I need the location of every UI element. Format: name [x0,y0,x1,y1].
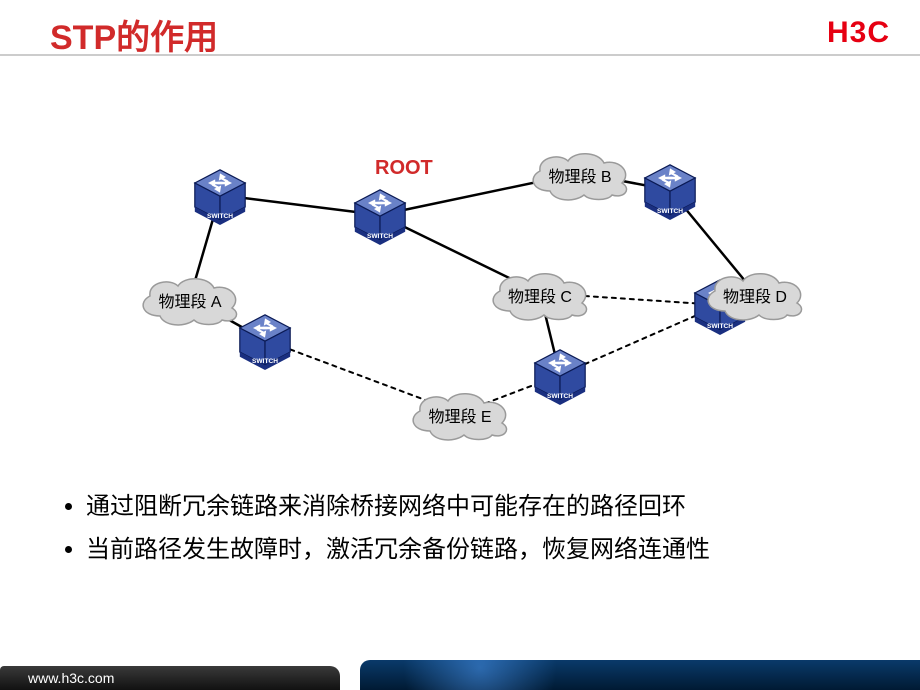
cloud-label: 物理段 E [400,403,520,427]
segment-cloud: 物理段 E [400,385,520,441]
bullet-list: 通过阻断冗余链路来消除桥接网络中可能存在的路径回环 当前路径发生故障时，激活冗余… [58,490,880,576]
svg-text:SWITCH: SWITCH [367,233,393,240]
bullet-item: 通过阻断冗余链路来消除桥接网络中可能存在的路径回环 [86,490,880,525]
switch-node: SWITCH [350,185,410,245]
cloud-label: 物理段 D [695,283,815,307]
header-divider [0,54,920,56]
switch-node: SWITCH [640,160,700,220]
svg-text:SWITCH: SWITCH [707,323,733,330]
svg-text:SWITCH: SWITCH [207,213,233,220]
cloud-label: 物理段 B [520,163,640,187]
root-label: ROOT [375,157,433,180]
footer-url: www.h3c.com [28,670,114,686]
footer-bar-right [360,660,920,690]
svg-text:SWITCH: SWITCH [252,358,278,365]
switch-node: SWITCH [190,165,250,225]
segment-cloud: 物理段 C [480,265,600,321]
svg-text:SWITCH: SWITCH [657,208,683,215]
segment-cloud: 物理段 B [520,145,640,201]
segment-cloud: 物理段 A [130,270,250,326]
switch-node: SWITCH [530,345,590,405]
bullet-item: 当前路径发生故障时，激活冗余备份链路，恢复网络连通性 [86,533,880,568]
brand-logo: H3C [827,16,890,50]
slide: STP的作用 H3C ROOT SWITCH SWITCH [0,0,920,690]
network-diagram: ROOT SWITCH SWITCH [100,100,820,470]
header: STP的作用 H3C [0,10,920,58]
page-title: STP的作用 [50,10,218,59]
cloud-label: 物理段 C [480,283,600,307]
footer: www.h3c.com [0,652,920,690]
svg-text:SWITCH: SWITCH [547,393,573,400]
segment-cloud: 物理段 D [695,265,815,321]
cloud-label: 物理段 A [130,288,250,312]
